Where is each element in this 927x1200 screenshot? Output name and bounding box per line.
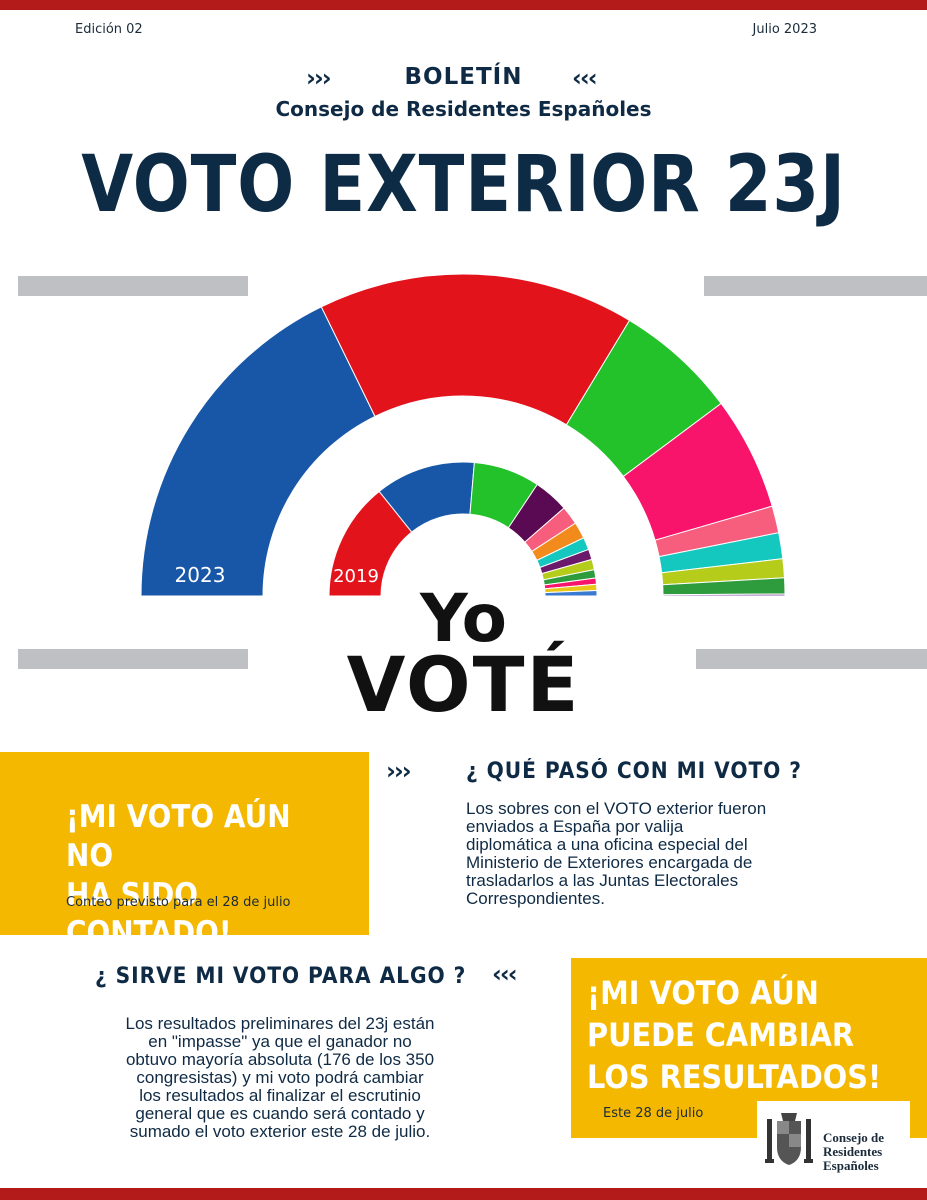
que-paso-line: Ministerio de Exteriores encargada de: [466, 853, 753, 872]
date-label: Julio 2023: [752, 22, 817, 37]
boletin-title: BOLETÍN: [404, 64, 523, 90]
edition-label: Edición 02: [75, 22, 143, 37]
box-not-counted-title: ¡MI VOTO AÚN NO HA SIDO CONTADO!: [66, 798, 339, 953]
ring-2023-label: 2023: [175, 563, 226, 587]
gray-divider-top-left: [18, 276, 248, 296]
ring-2023-slice-1: [320, 273, 631, 426]
ring-2023-slice-8: [662, 593, 786, 597]
consejo-logo: Consejo de Residentes Españoles: [757, 1101, 910, 1177]
box-not-counted-line2: HA SIDO CONTADO!: [66, 876, 232, 952]
que-paso-line: enviados a España por valija: [466, 817, 684, 836]
consejo-subtitle: Consejo de Residentes Españoles: [275, 97, 652, 121]
box-can-change-title: ¡MI VOTO AÚN PUEDE CAMBIAR LOS RESULTADO…: [587, 972, 881, 1099]
que-paso-line: Los sobres con el VOTO exterior fueron: [466, 799, 767, 818]
box-not-counted-line1: ¡MI VOTO AÚN NO: [66, 799, 291, 874]
chevron-left-icon: ‹‹‹: [492, 960, 518, 988]
que-paso-line: trasladarlos a las Juntas Electorales: [466, 871, 739, 890]
box-can-change-line1: ¡MI VOTO AÚN: [587, 974, 819, 1012]
ring-2019-slice-12: [544, 590, 598, 597]
yo-text: Yo: [419, 580, 508, 657]
sirve-line: los resultados al finalizar el escrutini…: [139, 1086, 421, 1105]
logo-line2: Residentes: [823, 1144, 883, 1159]
sirve-line: Los resultados preliminares del 23j está…: [125, 1014, 435, 1033]
sirve-line: en "impasse" ya que el ganador no: [148, 1032, 412, 1051]
ring-2023: [140, 273, 786, 597]
gray-divider-bottom-left: [18, 649, 248, 669]
que-paso-body: Los sobres con el VOTO exterior fueron e…: [466, 800, 766, 908]
box-can-change-sub: Este 28 de julio: [603, 1106, 704, 1121]
vote-text: VOTÉ: [346, 640, 581, 729]
ring-2019: [328, 461, 598, 597]
box-not-counted: ¡MI VOTO AÚN NO HA SIDO CONTADO! Conteo …: [0, 752, 369, 951]
que-paso-title: ¿ QUÉ PASÓ CON MI VOTO ?: [466, 759, 802, 784]
sirve-body: Los resultados preliminares del 23j está…: [90, 1015, 470, 1141]
logo-text: Consejo de Residentes Españoles: [823, 1131, 884, 1173]
bottom-red-bar: [0, 1188, 927, 1200]
logo-line3: Españoles: [823, 1158, 879, 1173]
top-red-bar: [0, 0, 927, 10]
sirve-line: congresistas) y mi voto podrá cambiar: [136, 1068, 424, 1087]
gray-divider-top-right: [704, 276, 927, 296]
sirve-line: obtuvo mayoría absoluta (176 de los 350: [125, 1050, 435, 1069]
box-can-change: ¡MI VOTO AÚN PUEDE CAMBIAR LOS RESULTADO…: [571, 958, 927, 1138]
box-can-change-line2: PUEDE CAMBIAR: [587, 1016, 854, 1055]
chevron-right-icon: ›››: [386, 757, 412, 785]
chevron-right-icon: ›››: [306, 64, 332, 92]
parliament-chart: 2023 2019: [140, 273, 786, 597]
box-can-change-line3: LOS RESULTADOS!: [587, 1058, 882, 1097]
ring-2023-slice-0: [140, 306, 376, 597]
que-paso-line: Correspondientes.: [466, 889, 605, 908]
coat-of-arms-icon: [765, 1113, 813, 1165]
ring-2019-label: 2019: [333, 566, 379, 587]
gray-divider-bottom-right: [696, 649, 927, 669]
que-paso-line: diplomática a una oficina especial del: [466, 835, 748, 854]
logo-line1: Consejo de: [823, 1130, 885, 1145]
box-not-counted-sub: Conteo previsto para el 28 de julio: [66, 895, 291, 910]
sirve-title: ¿ SIRVE MI VOTO PARA ALGO ?: [95, 964, 467, 989]
sirve-line: general que es cuando será contado y: [135, 1104, 425, 1123]
chevron-left-icon: ‹‹‹: [572, 64, 598, 92]
page-headline: VOTO EXTERIOR 23J: [81, 140, 846, 230]
sirve-line: sumado el voto exterior este 28 de julio…: [129, 1122, 431, 1141]
